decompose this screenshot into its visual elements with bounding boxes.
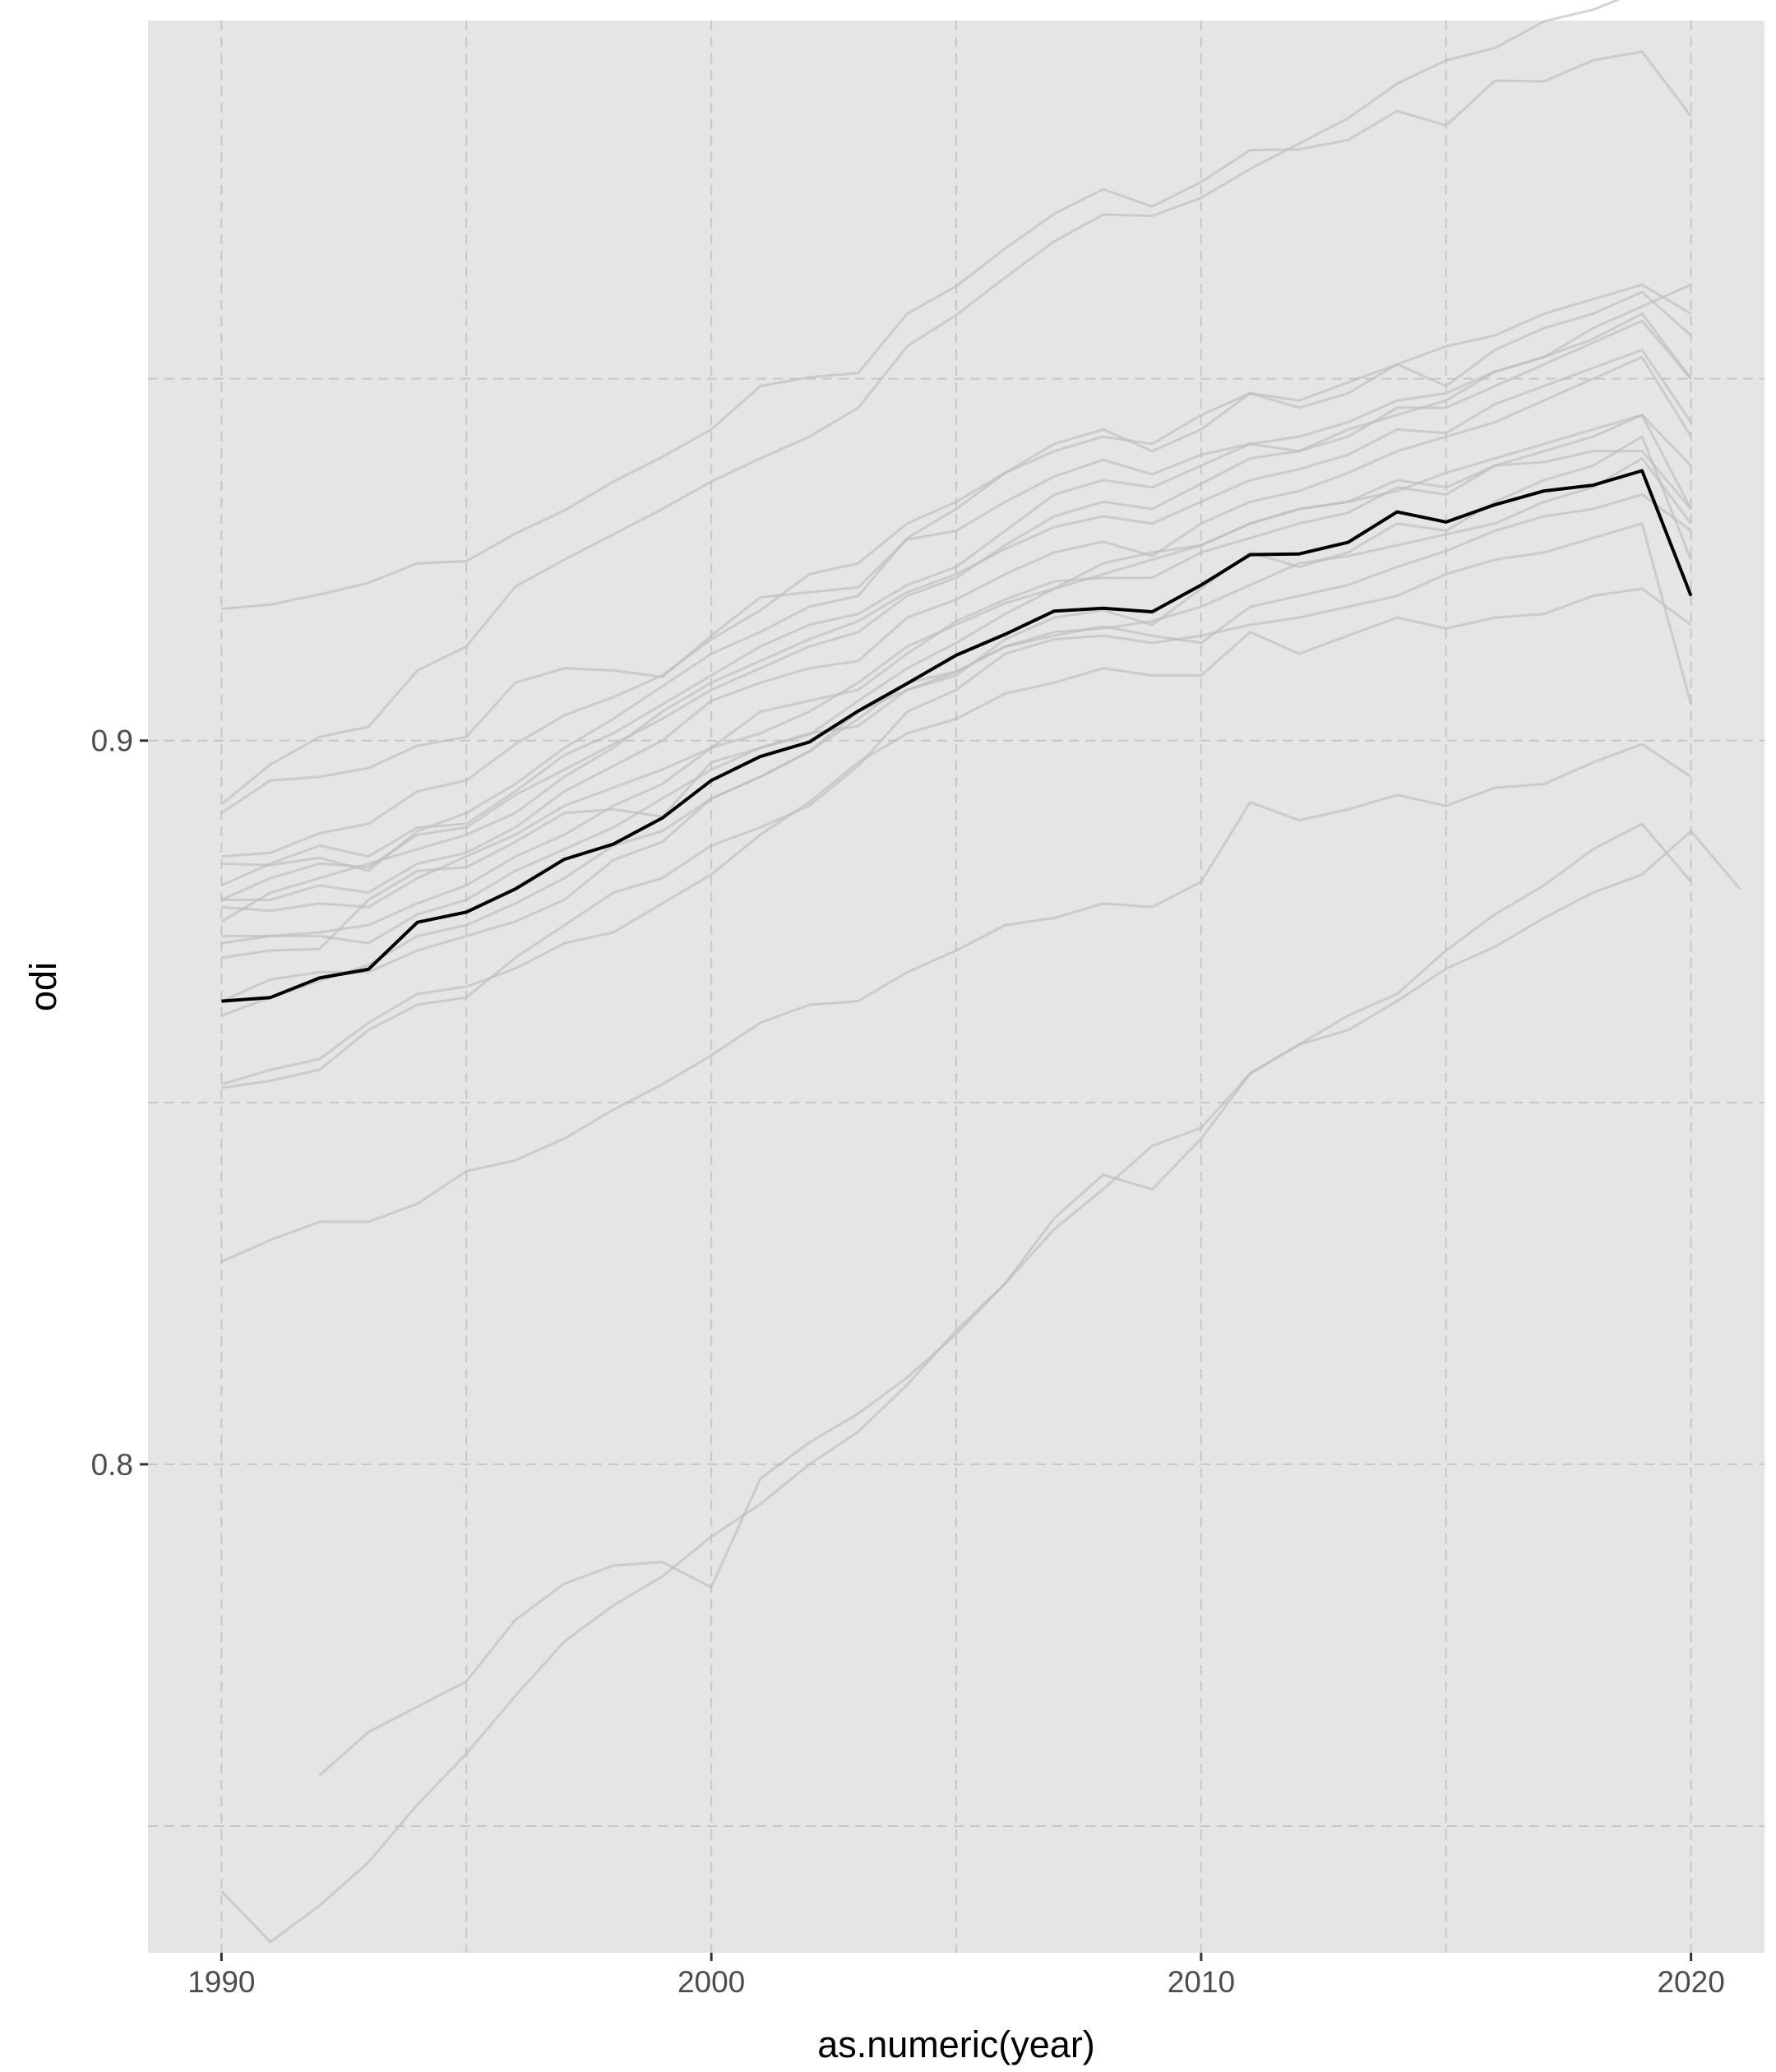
series-line (220, 312, 1692, 815)
series-line (221, 435, 1692, 945)
series-line (221, 522, 1693, 1089)
series-line (221, 50, 1692, 611)
x-tick-label: 2020 (1657, 1965, 1724, 1999)
series-line (221, 414, 1692, 945)
x-axis: 1990 2000 2010 2020 (187, 1953, 1725, 1999)
y-tick-label: 0.8 (91, 1448, 133, 1482)
x-axis-title: as.numeric(year) (817, 2023, 1095, 2065)
highlight-series (221, 469, 1693, 1003)
series-line (221, 414, 1692, 913)
series-line (220, 493, 1692, 1002)
background-series (220, 0, 1741, 1944)
series-line (221, 283, 1692, 858)
series-line (220, 283, 1692, 887)
series-line (220, 822, 1692, 1944)
series-line (220, 319, 1692, 901)
grid-lines (148, 21, 1764, 1953)
series-line (220, 587, 1692, 1086)
y-tick-label: 0.9 (91, 724, 133, 758)
y-axis-title: odi (22, 962, 64, 1011)
x-tick-label: 2010 (1168, 1965, 1235, 1999)
series-line (220, 349, 1692, 923)
series-line (318, 830, 1741, 1777)
series-line (220, 742, 1692, 1263)
series-line (221, 290, 1692, 872)
series-line (220, 0, 1621, 806)
y-axis: 0.8 0.9 (91, 724, 148, 1482)
x-tick-label: 2000 (678, 1965, 745, 1999)
plot-panel (148, 21, 1764, 1953)
highlight-series-line (221, 469, 1693, 1003)
series-line (221, 450, 1692, 960)
x-tick-label: 1990 (187, 1965, 255, 1999)
series-line (221, 355, 1692, 901)
